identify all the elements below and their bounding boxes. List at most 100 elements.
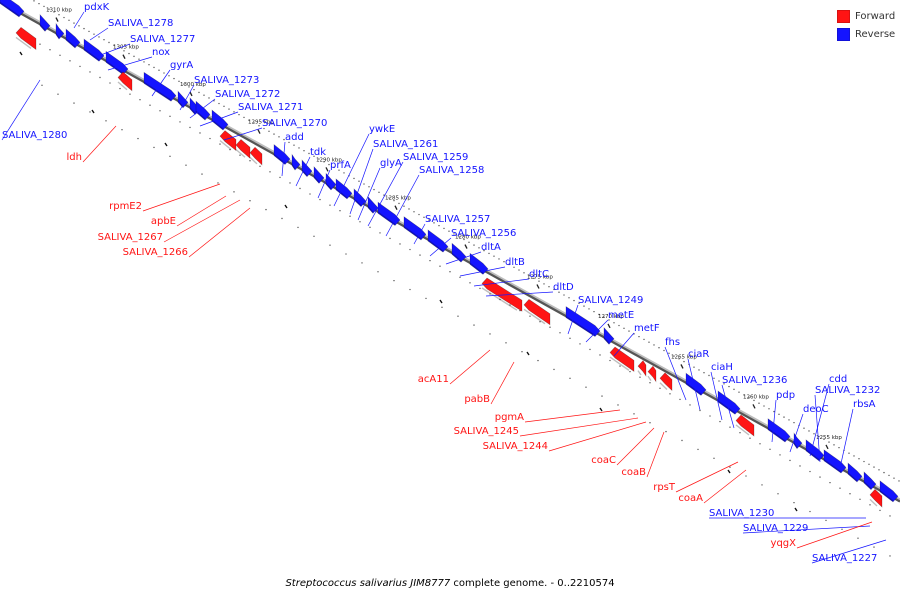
scale-dot xyxy=(653,344,655,346)
gene-shade xyxy=(105,60,124,75)
leader-line xyxy=(189,98,216,119)
gene-arrow xyxy=(211,109,229,131)
label-coab: coaB xyxy=(621,467,646,478)
leader-line xyxy=(82,125,117,163)
scale-dot xyxy=(763,405,765,407)
scale-dot xyxy=(493,255,495,257)
label-saliva-1278: SALIVA_1278 xyxy=(108,18,173,29)
label-nox: nox xyxy=(152,47,170,58)
gene-dlta xyxy=(377,201,401,226)
scale-dot xyxy=(609,359,611,362)
scale-dot xyxy=(799,465,801,467)
label-saliva-1266: SALIVA_1266 xyxy=(123,247,188,258)
scale-dot xyxy=(708,374,710,377)
scale-dot xyxy=(825,519,827,522)
label-gyra: gyrA xyxy=(170,60,193,71)
leader-line xyxy=(357,167,381,221)
tick-1295: 1295 kbp xyxy=(248,120,274,134)
gene-label-saliva-1266: SALIVA_1266 xyxy=(123,247,188,258)
scale-dot xyxy=(38,2,40,5)
scale-dot xyxy=(389,237,391,240)
scale-dot xyxy=(119,87,121,90)
tick-label: 1265 kbp xyxy=(671,354,697,360)
scale-tick xyxy=(164,142,168,147)
tick-1285: 1285 kbp xyxy=(385,196,411,210)
scale-dot xyxy=(468,241,470,243)
label-saliva-1267: SALIVA_1267 xyxy=(98,232,163,243)
forward-swatch xyxy=(837,9,850,23)
gene-arrow xyxy=(469,252,489,275)
scale-dot xyxy=(803,427,805,429)
gene-shade xyxy=(249,156,258,165)
gene-label-tdk: tdk xyxy=(310,147,326,158)
tick-1265: 1265 kbp xyxy=(671,354,697,369)
label-coaa: coaA xyxy=(678,493,703,504)
scale-dot xyxy=(33,0,35,2)
scale-dot xyxy=(353,177,355,180)
scale-dot xyxy=(853,455,855,457)
gene-arrow xyxy=(451,242,467,263)
tick-label: 1295 kbp xyxy=(248,120,274,126)
label-prfa: prfA xyxy=(330,160,351,171)
leader-line xyxy=(73,11,85,29)
scale-dot xyxy=(463,238,465,241)
leader-line xyxy=(519,417,639,437)
gene-shade xyxy=(325,182,332,190)
scale-dot xyxy=(503,261,505,263)
label-pdxk: pdxK xyxy=(84,2,110,13)
leader-line xyxy=(485,291,554,297)
leader-line xyxy=(710,371,723,421)
gene-arrow xyxy=(805,439,825,462)
gene-label-dltb: dltB xyxy=(505,257,525,268)
scale-dot xyxy=(253,122,255,124)
gene-arrow xyxy=(647,365,657,383)
gene-pabb xyxy=(523,298,551,326)
scale-dot xyxy=(883,471,885,474)
gene-label-add: add xyxy=(285,132,304,143)
gene-shade xyxy=(847,472,858,482)
scale-dot xyxy=(665,430,667,433)
scale-dot xyxy=(658,347,660,349)
gene-label-saliva-1229: SALIVA_1229 xyxy=(743,523,808,534)
label-aca11: acA11 xyxy=(418,374,449,385)
gene-label-ciah: ciaH xyxy=(711,362,733,373)
gene-label-pdp: pdp xyxy=(776,390,795,401)
label-ciar: ciaR xyxy=(688,349,709,360)
tick-mark xyxy=(257,129,261,134)
scale-dot xyxy=(619,365,621,367)
gene-label-nox: nox xyxy=(152,47,170,58)
label-saliva-1249: SALIVA_1249 xyxy=(578,295,643,306)
gene-arrow xyxy=(291,153,301,171)
gene-shade xyxy=(313,176,320,183)
scale-dot xyxy=(558,291,560,293)
gene-fhs xyxy=(685,372,707,396)
scale-dot xyxy=(518,269,520,271)
gene-apbe xyxy=(235,139,251,159)
gene-label-dltc: dltC xyxy=(529,269,549,280)
scale-dot xyxy=(441,306,443,309)
scale-dot xyxy=(639,376,641,378)
scale-dot xyxy=(873,546,875,548)
scale-dot xyxy=(859,498,861,500)
tick-1290: 1290 kbp xyxy=(316,157,342,172)
gene-arrow xyxy=(83,38,105,62)
scale-dot xyxy=(683,360,685,363)
label-rbsa: rbsA xyxy=(853,399,876,410)
label-coac: coaC xyxy=(591,455,616,466)
leader-line xyxy=(199,111,239,127)
scale-dot xyxy=(138,58,140,60)
scale-dot xyxy=(169,115,171,118)
label-saliva-1261: SALIVA_1261 xyxy=(373,139,438,150)
scale-dot xyxy=(99,76,101,79)
gene-arrow xyxy=(55,22,65,40)
gene-label-saliva-1272: SALIVA_1272 xyxy=(215,89,280,100)
gene-ciah xyxy=(767,418,791,443)
scale-dot xyxy=(333,166,335,169)
scale-dot xyxy=(649,422,651,424)
leader-line xyxy=(789,413,804,453)
scale-dot xyxy=(623,327,625,330)
gene-shade xyxy=(805,449,820,461)
scale-dot xyxy=(618,324,620,327)
label-saliva-1227: SALIVA_1227 xyxy=(812,553,877,564)
gene-arrow xyxy=(603,326,615,345)
